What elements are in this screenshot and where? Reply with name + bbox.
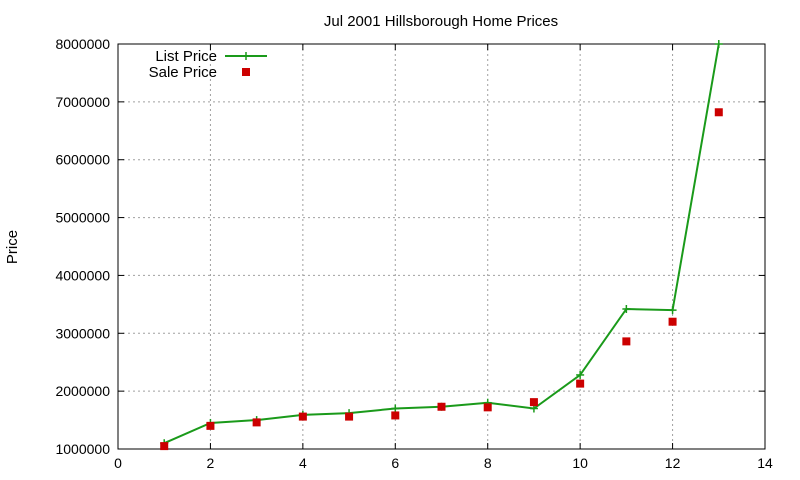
y-tick-label: 4000000 [55, 267, 110, 283]
sale-price-point [252, 418, 261, 427]
chart-title: Jul 2001 Hillsborough Home Prices [324, 13, 558, 30]
y-tick-label: 5000000 [55, 210, 110, 226]
sale-price-point [160, 442, 169, 451]
y-tick-label: 1000000 [55, 441, 110, 457]
y-tick-label: 8000000 [55, 36, 110, 52]
sale-price-point [391, 411, 400, 420]
list-price-point [391, 404, 400, 413]
sale-price-point [437, 402, 446, 411]
x-tick-label: 12 [665, 455, 681, 471]
legend-marker-sale-price [242, 68, 250, 76]
y-tick-label: 3000000 [55, 325, 110, 341]
legend: List Price Sale Price [149, 48, 267, 81]
x-tick-label: 14 [757, 455, 773, 471]
list-price-point [714, 40, 723, 48]
sale-price-point [576, 379, 585, 388]
sale-price-point [483, 403, 492, 412]
y-tick-label: 6000000 [55, 152, 110, 168]
axis-ticks: 0 2 4 6 8 10 12 14 1000000 2000000 3000000 4000000 5… [55, 36, 773, 471]
x-tick-label: 6 [391, 455, 399, 471]
sale-price-point [345, 412, 354, 421]
x-tick-label: 0 [114, 455, 122, 471]
x-tick-label: 10 [572, 455, 588, 471]
sale-price-point [206, 421, 215, 430]
sale-price-point [622, 337, 631, 346]
legend-marker-list-price [242, 52, 250, 60]
series-layer [160, 40, 723, 451]
plot-frame [117, 43, 766, 450]
list-price-point [622, 304, 631, 313]
grid [118, 44, 765, 449]
sale-price-point [668, 317, 677, 326]
sale-price-point [714, 108, 723, 117]
list-price-line [163, 43, 720, 445]
x-tick-label: 8 [484, 455, 492, 471]
y-tick-label: 7000000 [55, 94, 110, 110]
list-price-point [576, 370, 585, 379]
x-tick-label: 2 [207, 455, 215, 471]
list-price-point [668, 306, 677, 315]
y-axis-label: Price [4, 230, 21, 264]
legend-label-sale-price: Sale Price [149, 64, 217, 81]
legend-label-list-price: List Price [155, 48, 217, 65]
y-tick-label: 2000000 [55, 383, 110, 399]
sale-price-point [529, 398, 538, 407]
sale-price-point [298, 412, 307, 421]
x-tick-label: 4 [299, 455, 307, 471]
